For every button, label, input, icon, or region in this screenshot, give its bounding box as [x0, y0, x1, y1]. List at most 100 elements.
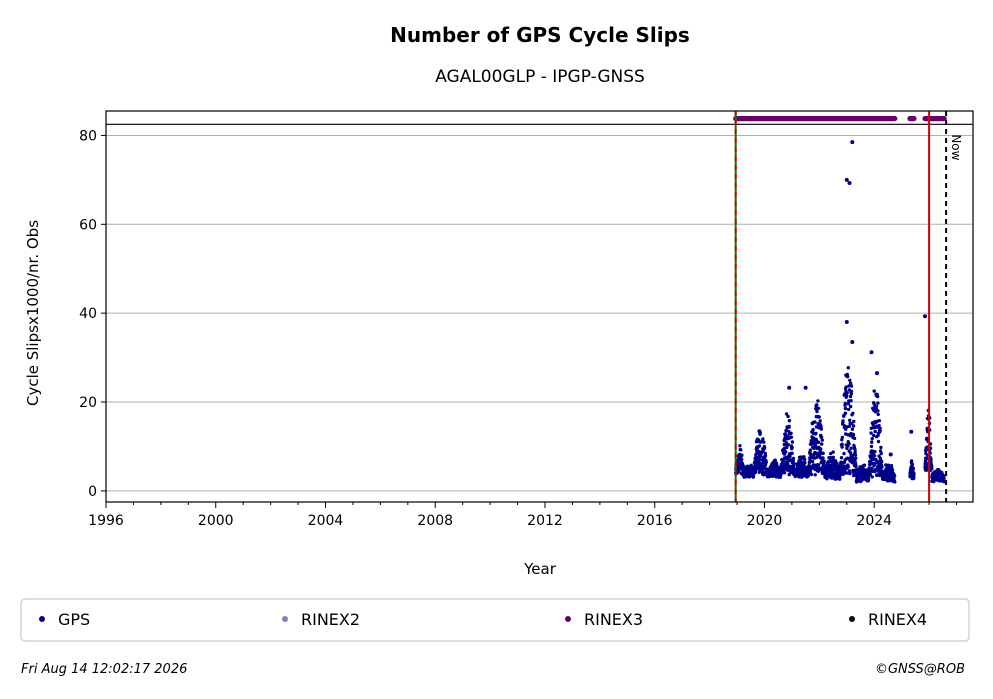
- gps-point: [840, 435, 845, 440]
- gps-point: [871, 457, 876, 462]
- gps-point: [942, 476, 946, 481]
- gps-point: [846, 402, 851, 406]
- gps-point: [784, 450, 788, 454]
- gps-point: [787, 424, 791, 428]
- gps-point: [849, 384, 854, 388]
- gps-point: [818, 419, 822, 423]
- gps-point: [786, 414, 790, 419]
- gps-point: [815, 455, 819, 460]
- gps-point: [868, 472, 872, 476]
- legend-marker: [39, 616, 45, 622]
- legend-marker: [849, 616, 855, 622]
- gps-point: [870, 475, 874, 479]
- gps-point: [784, 428, 788, 433]
- gps-point: [843, 401, 847, 406]
- gps-point: [816, 406, 821, 410]
- gps-point: [788, 454, 792, 459]
- gps-point: [790, 445, 794, 450]
- gps-point: [803, 385, 808, 390]
- gps-point: [853, 447, 857, 451]
- gps-point: [809, 452, 813, 457]
- y-tick-label: 0: [88, 484, 97, 500]
- gps-point: [739, 448, 743, 452]
- gps-point: [847, 424, 852, 428]
- gps-point: [844, 320, 849, 325]
- plot-area: [106, 111, 973, 502]
- gps-point: [822, 459, 826, 463]
- rinex3-point: [941, 115, 947, 122]
- y-tick-label: 60: [79, 217, 97, 233]
- gps-point: [835, 465, 840, 469]
- gps-point: [870, 437, 874, 441]
- gps-point: [782, 471, 787, 475]
- gps-point: [819, 447, 823, 451]
- gps-point: [821, 456, 825, 460]
- gps-point: [763, 463, 768, 467]
- gps-point: [847, 442, 851, 446]
- plot-background: [106, 111, 973, 502]
- gps-point: [810, 459, 815, 464]
- gps-point: [789, 435, 794, 439]
- gps-point: [825, 477, 829, 481]
- gps-point: [851, 433, 856, 437]
- gps-point: [846, 407, 851, 412]
- gps-point: [838, 477, 842, 481]
- gps-point: [847, 384, 851, 388]
- gps-point: [790, 440, 795, 444]
- gps-point: [841, 419, 845, 423]
- gps-point: [815, 403, 819, 407]
- gps-point: [869, 431, 873, 435]
- gps-point: [866, 477, 871, 481]
- legend-label: RINEX4: [868, 610, 927, 629]
- gps-point: [813, 473, 817, 477]
- gps-point: [846, 366, 850, 370]
- gps-point: [848, 418, 852, 422]
- gps-point: [814, 431, 818, 436]
- gps-point: [860, 477, 865, 481]
- gps-point: [819, 435, 824, 439]
- gps-point: [878, 426, 882, 431]
- legend-label: RINEX3: [584, 610, 643, 629]
- gps-point: [802, 455, 806, 459]
- gps-point: [873, 429, 877, 434]
- gps-point: [910, 462, 915, 466]
- gps-point: [890, 468, 895, 472]
- gps-point: [812, 446, 816, 450]
- gps-point: [892, 474, 897, 478]
- gps-point: [758, 458, 762, 462]
- axes-frame: [105, 110, 974, 503]
- footer-copyright: ©GNSS@ROB: [875, 662, 965, 677]
- chart-subtitle: AGAL00GLP - IPGP-GNSS: [435, 67, 645, 87]
- gps-point: [851, 411, 855, 415]
- gps-point: [877, 419, 881, 423]
- axes: 0 20 40 60 80 1996 2000 2004 2008 2012 2016 2020 202…: [79, 110, 974, 529]
- gps-point: [810, 466, 814, 470]
- reference-lines: Now: [734, 111, 963, 502]
- gps-point: [849, 404, 853, 409]
- chart-title: Number of GPS Cycle Slips: [390, 23, 690, 47]
- x-tick-label: 2000: [198, 513, 234, 529]
- gps-point: [876, 412, 880, 417]
- gps-point: [738, 444, 742, 448]
- gps-point: [809, 472, 814, 477]
- gps-point: [880, 465, 884, 469]
- gps-point: [835, 461, 839, 465]
- gps-point: [737, 469, 741, 473]
- gps-point: [850, 427, 855, 431]
- rinex3-point: [892, 115, 898, 122]
- gps-point: [851, 424, 856, 428]
- gps-point: [875, 394, 880, 399]
- gps-point: [869, 444, 874, 449]
- gps-point: [762, 440, 766, 444]
- legend-label: RINEX2: [301, 610, 360, 629]
- gps-point: [870, 466, 874, 470]
- gps-point: [813, 443, 818, 448]
- gps-point: [873, 450, 877, 454]
- gps-point: [844, 385, 848, 389]
- gps-point: [912, 475, 916, 479]
- gps-point: [846, 374, 850, 379]
- gps-point: [853, 453, 858, 457]
- gps-point: [880, 460, 884, 464]
- gps-point: [759, 461, 763, 466]
